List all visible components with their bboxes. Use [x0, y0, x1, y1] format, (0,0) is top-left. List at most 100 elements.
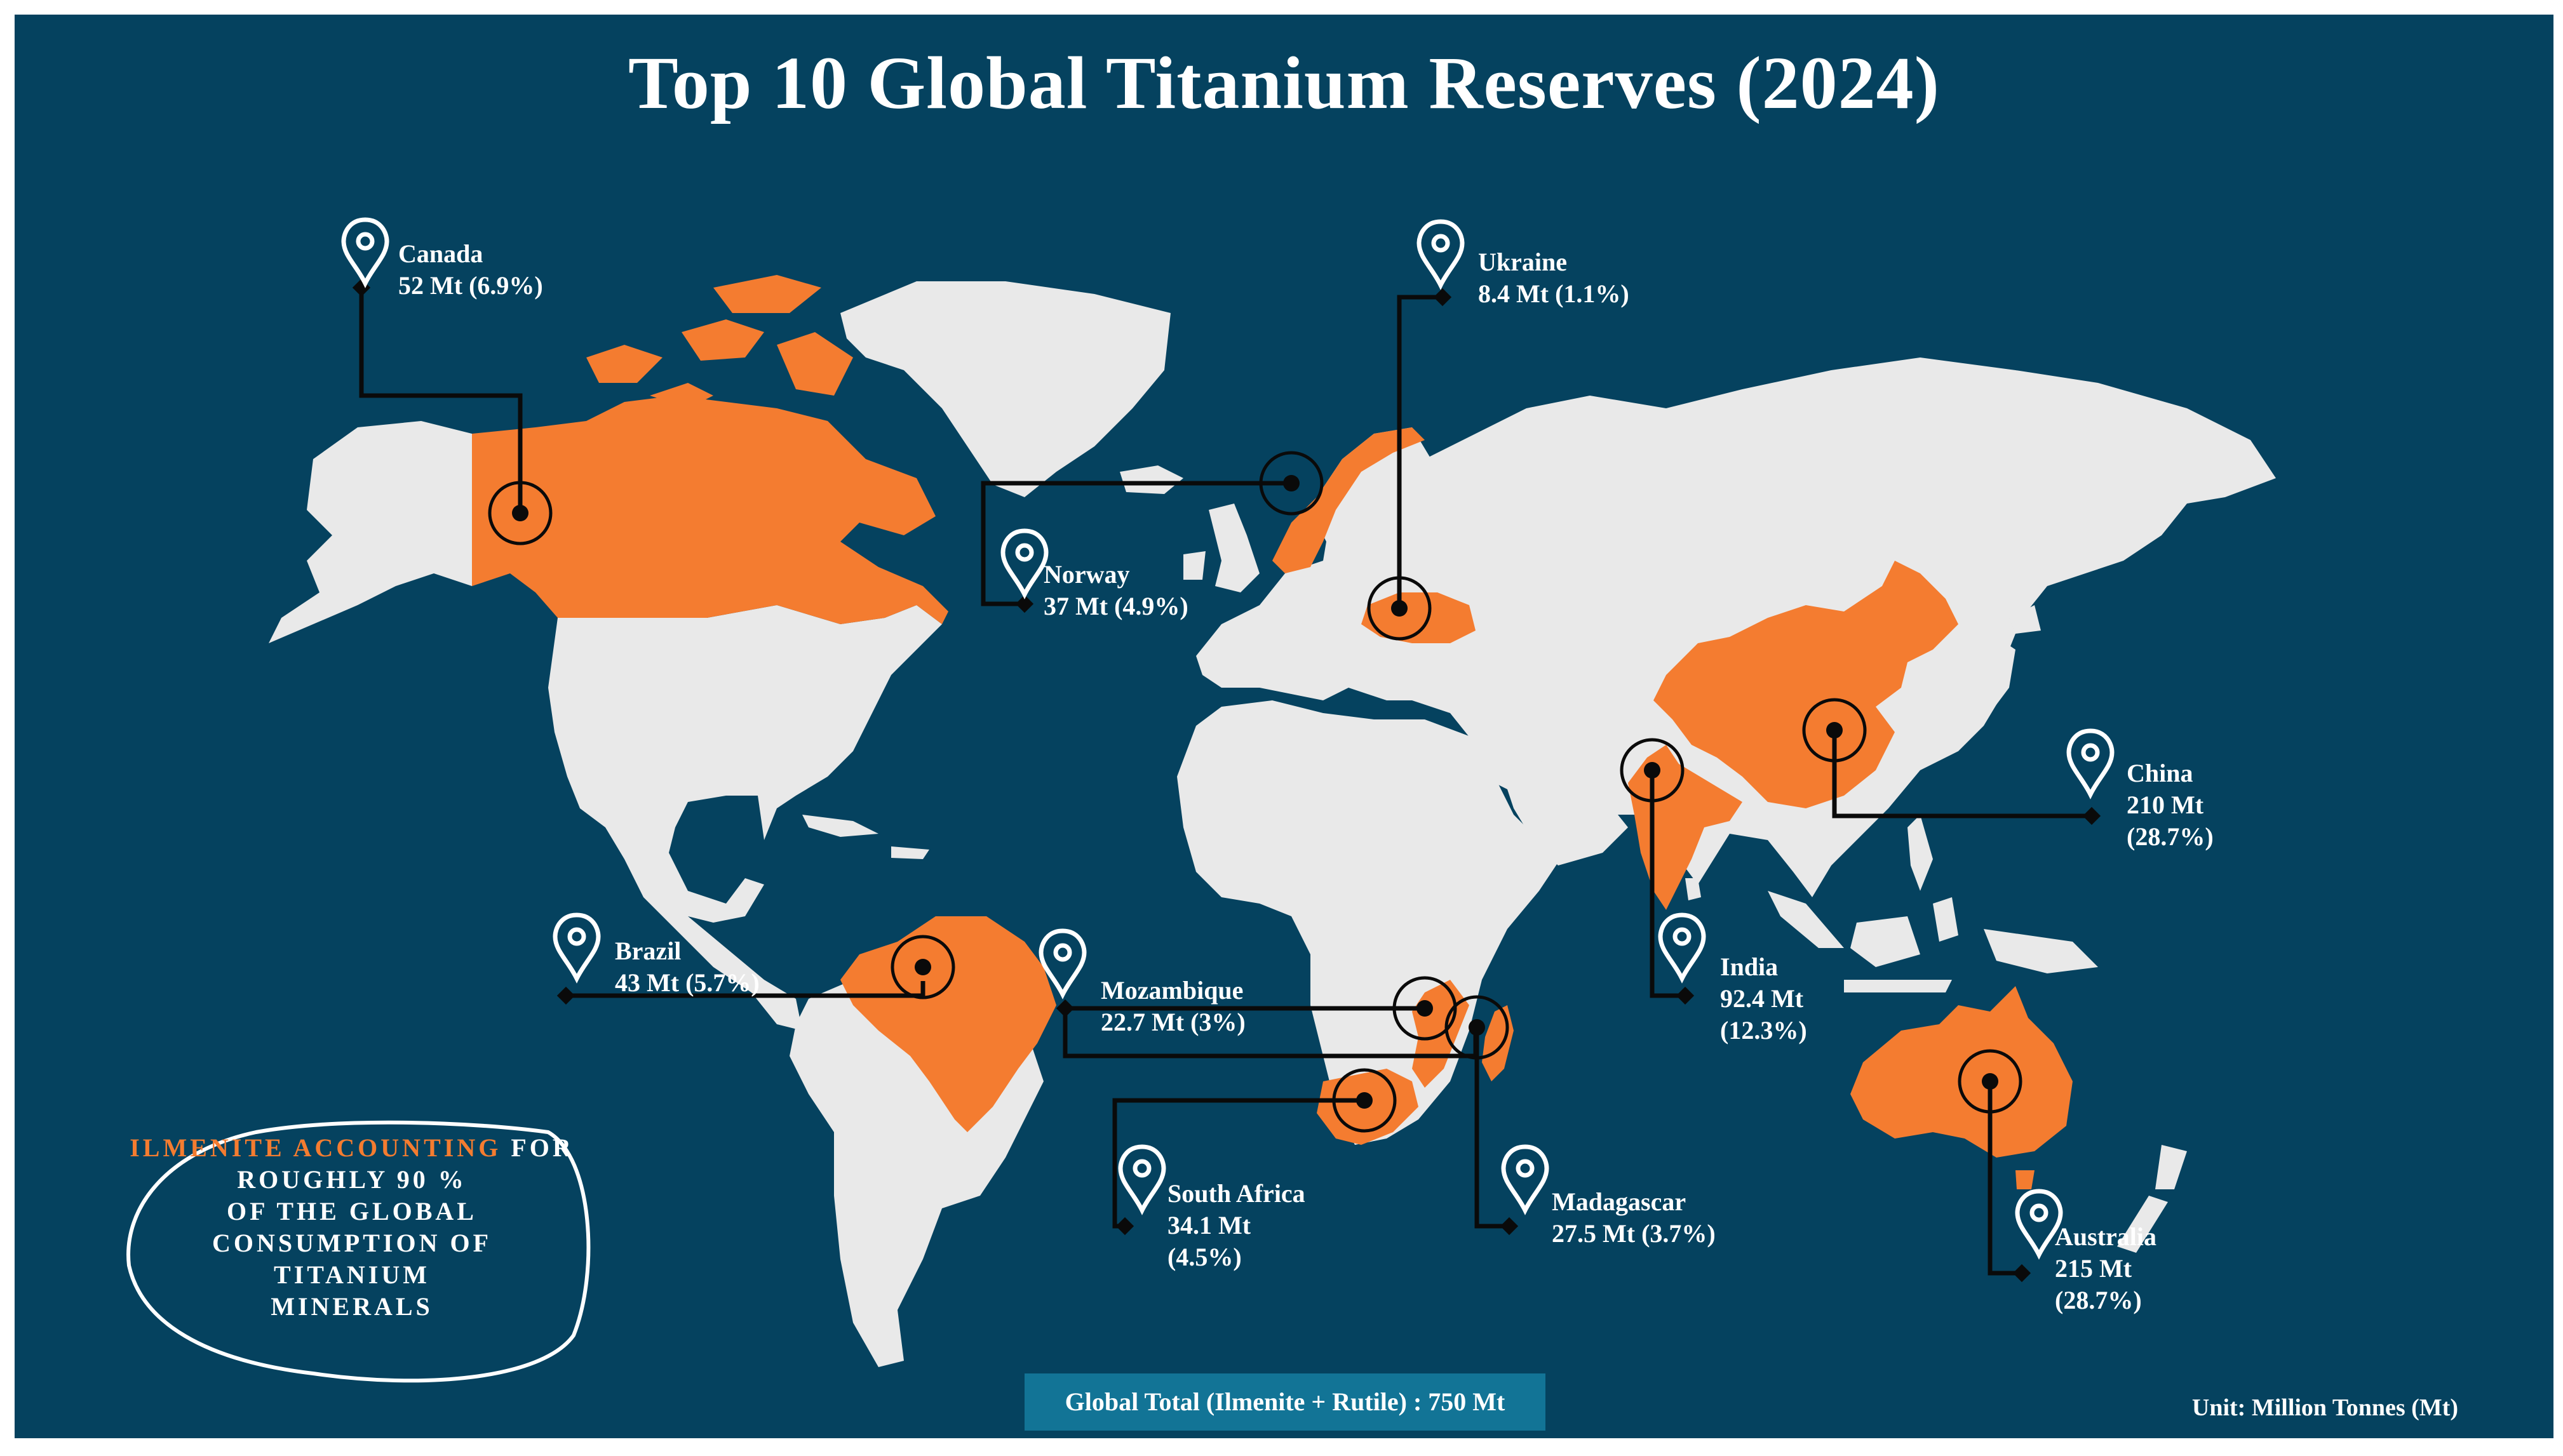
label-norway-reserve: 37 Mt (4.9%): [1044, 592, 1188, 620]
land-uk: [1183, 504, 1260, 592]
label-australia-share: (28.7%): [2055, 1286, 2142, 1314]
label-canada: Canada 52 Mt (6.9%): [398, 238, 543, 302]
target-marker-ukraine: [1367, 576, 1432, 641]
target-marker-india: [1620, 738, 1685, 803]
location-pin-icon-madagascar: [1503, 1147, 1547, 1210]
leader-line-ukraine: [1397, 295, 1443, 608]
label-mozambique-reserve: 22.7 Mt (3%): [1101, 1008, 1246, 1036]
target-marker-australia: [1958, 1049, 2022, 1114]
map-panel: Top 10 Global Titanium Reserves (2024) C…: [15, 15, 2553, 1438]
land-indonesia: [1768, 815, 2098, 992]
label-ukraine-name: Ukraine: [1478, 248, 1567, 276]
label-india-reserve: 92.4 Mt: [1720, 984, 1804, 1013]
target-markers: [488, 451, 2022, 1133]
land-arabia: [1495, 751, 1628, 865]
leader-line-madagascar: [1474, 1027, 1509, 1229]
target-marker-brazil: [891, 935, 955, 999]
target-marker-mozambique: [1392, 976, 1457, 1041]
label-brazil-reserve: 43 Mt (5.7%): [615, 968, 760, 997]
country-india: [1628, 745, 1742, 910]
leader-line-brazil: [566, 981, 925, 998]
label-south-africa-share: (4.5%): [1167, 1243, 1242, 1271]
label-india: India 92.4 Mt (12.3%): [1720, 951, 1807, 1046]
label-india-name: India: [1720, 952, 1779, 981]
diamond-marker-norway: [1015, 594, 1034, 613]
callout-line-3: OF THE GLOBAL: [227, 1197, 477, 1226]
target-marker-norway: [1259, 451, 1324, 516]
label-norway-name: Norway: [1044, 560, 1130, 589]
callout-line-4: CONSUMPTION OF: [212, 1229, 492, 1257]
land-usa: [548, 605, 942, 1031]
country-ukraine: [1361, 592, 1476, 643]
location-pin-icon-china: [2069, 731, 2112, 794]
leader-line-india: [1650, 770, 1685, 998]
country-china: [1653, 561, 1958, 808]
target-marker-canada: [488, 481, 553, 545]
land-africa: [1177, 700, 1564, 1145]
diamond-marker-ukraine: [1433, 288, 1452, 307]
country-canada: [472, 396, 948, 624]
diamond-marker-madagascar: [1500, 1217, 1519, 1236]
callout-line-6: MINERALS: [271, 1292, 433, 1321]
page-title: Top 10 Global Titanium Reserves (2024): [628, 41, 1940, 124]
callout-line-5: TITANIUM: [274, 1260, 430, 1289]
diamond-marker-india: [1676, 986, 1695, 1005]
label-madagascar-reserve: 27.5 Mt (3.7%): [1552, 1219, 1716, 1248]
land-eurasia: [1196, 357, 2276, 897]
target-marker-south-africa: [1332, 1068, 1397, 1133]
country-canada-islands: [586, 275, 853, 408]
target-marker-china: [1802, 698, 1867, 763]
label-mozambique-name: Mozambique: [1101, 976, 1244, 1005]
callout-line-1-rest: FOR: [501, 1133, 574, 1162]
label-australia-name: Australia: [2055, 1222, 2156, 1251]
label-madagascar-name: Madagascar: [1552, 1187, 1686, 1216]
diamond-marker-south-africa: [1115, 1217, 1134, 1236]
label-ukraine: Ukraine 8.4 Mt (1.1%): [1478, 246, 1629, 310]
leader-end-markers: [352, 278, 2101, 1283]
label-madagascar: Madagascar 27.5 Mt (3.7%): [1552, 1186, 1716, 1250]
label-canada-name: Canada: [398, 239, 483, 268]
land-caribbean: [802, 815, 929, 859]
land-iceland: [1120, 465, 1183, 494]
location-pin-icon-south-africa: [1120, 1147, 1164, 1210]
location-pin-icon-india: [1660, 915, 1704, 978]
global-total-box: Global Total (Ilmenite + Rutile) : 750 M…: [1025, 1373, 1545, 1431]
label-china-name: China: [2127, 759, 2193, 787]
leader-line-australia: [1988, 1081, 2022, 1276]
location-pin-icon-canada: [344, 220, 387, 283]
location-pin-icon-australia: [2017, 1191, 2061, 1255]
location-pin-icon-brazil: [555, 915, 598, 978]
unit-note: Unit: Million Tonnes (Mt): [2191, 1394, 2458, 1421]
country-australia-tasmania: [2015, 1170, 2035, 1189]
world-map: [126, 15, 2276, 1383]
diamond-marker-australia: [2012, 1264, 2031, 1283]
land-greenland: [840, 281, 1171, 497]
country-brazil: [840, 916, 1056, 1132]
label-china-share: (28.7%): [2127, 822, 2214, 851]
ilmenite-callout: ILMENITE ACCOUNTING FOR ROUGHLY 90 % OF …: [114, 1132, 589, 1323]
diamond-marker-china: [2082, 806, 2101, 825]
label-south-africa-name: South Africa: [1167, 1179, 1305, 1208]
land-japan: [1958, 605, 2041, 732]
label-canada-reserve: 52 Mt (6.9%): [398, 271, 543, 300]
label-south-africa-reserve: 34.1 Mt: [1167, 1211, 1251, 1239]
label-australia: Australia 215 Mt (28.7%): [2055, 1221, 2156, 1316]
callout-line-1: ILMENITE ACCOUNTING FOR: [114, 1132, 589, 1164]
label-china: China 210 Mt (28.7%): [2127, 758, 2214, 853]
leader-line-canada: [359, 288, 523, 513]
diamond-marker-brazil: [556, 986, 575, 1005]
callout-line-2: ROUGHLY 90 %: [237, 1165, 467, 1194]
location-pin-icon-ukraine: [1419, 222, 1462, 285]
callout-highlight: ILMENITE ACCOUNTING: [130, 1133, 502, 1162]
label-brazil: Brazil 43 Mt (5.7%): [615, 935, 760, 999]
label-australia-reserve: 215 Mt: [2055, 1254, 2132, 1283]
diamond-marker-mozambique: [1056, 999, 1075, 1018]
land-sri-lanka: [1685, 878, 1701, 900]
label-china-reserve: 210 Mt: [2127, 791, 2204, 819]
leader-line-china: [1832, 730, 2092, 818]
label-mozambique: Mozambique 22.7 Mt (3%): [1101, 975, 1246, 1038]
leader-line-norway: [981, 481, 1291, 606]
label-south-africa: South Africa 34.1 Mt (4.5%): [1167, 1178, 1305, 1273]
label-norway: Norway 37 Mt (4.9%): [1044, 559, 1188, 622]
